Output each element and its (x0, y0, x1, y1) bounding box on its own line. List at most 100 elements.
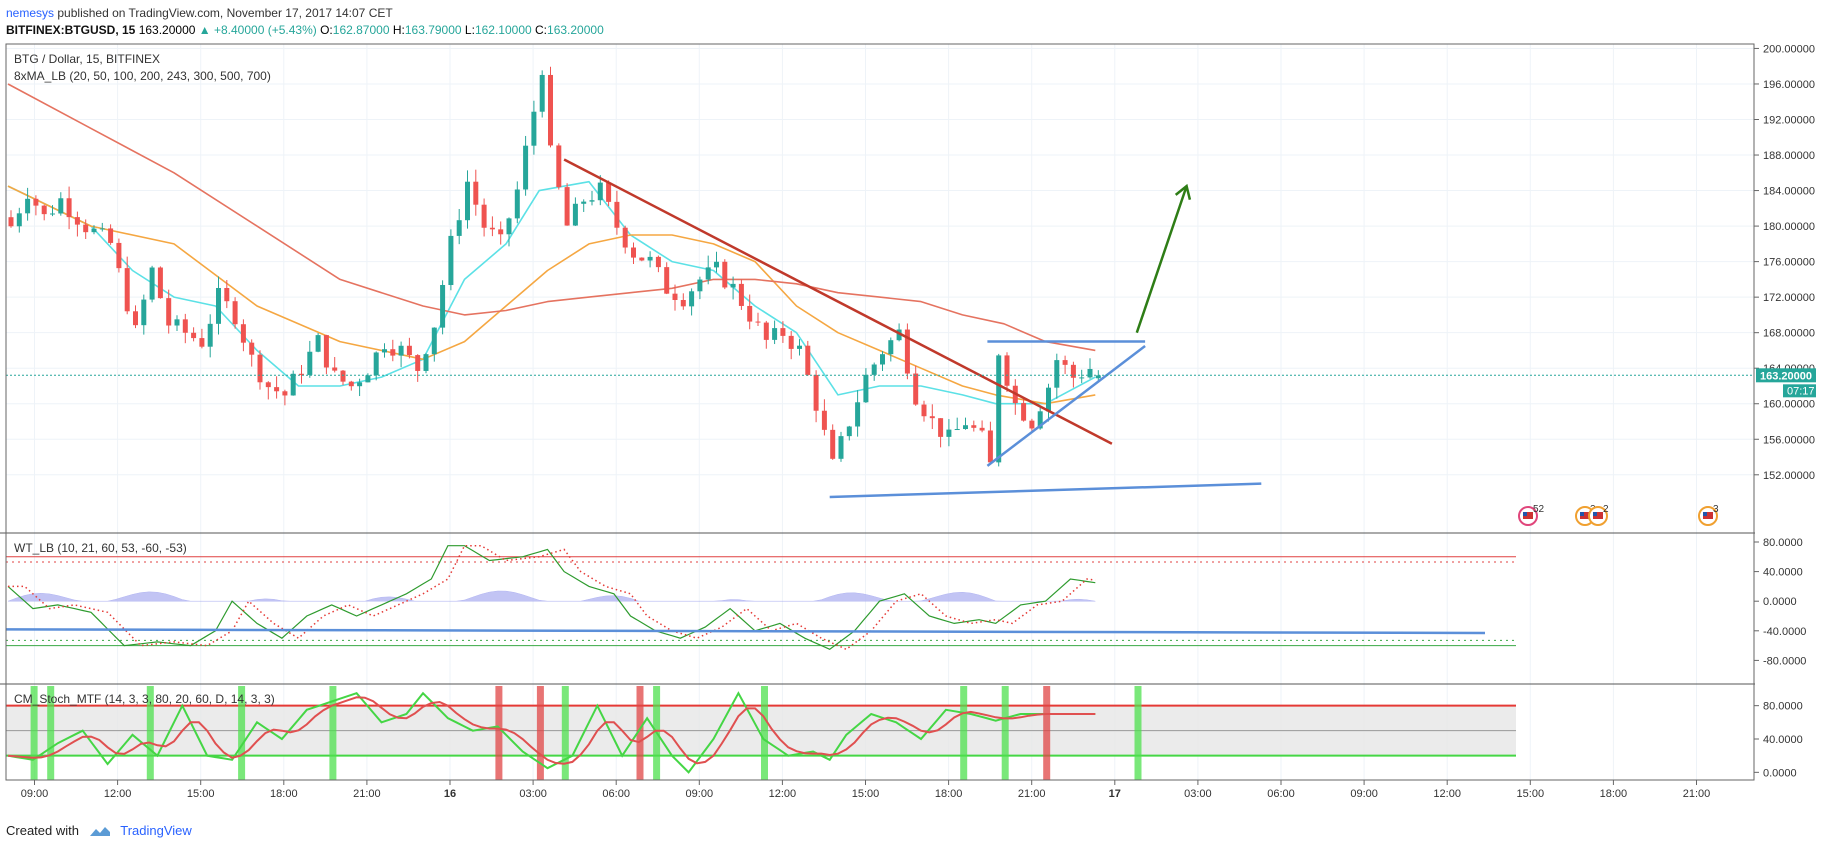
author-link[interactable]: nemesys (6, 6, 55, 20)
price-tick-label: 196.00000 (1763, 79, 1815, 91)
candle-body (606, 182, 612, 202)
trendline[interactable] (1135, 185, 1188, 334)
candle-body (830, 429, 836, 459)
candle-body (747, 305, 753, 322)
time-tick-label: 09:00 (686, 788, 714, 800)
moving-average-line (7, 180, 1096, 405)
candle-body (66, 198, 72, 218)
time-axis[interactable]: 09:00 12:00 15:00 18:00 21:00 16 03:00 06:00 09:… (21, 780, 1711, 800)
footer: Created with TradingView (6, 823, 192, 838)
candle-body (489, 227, 495, 230)
low-label: L: (464, 23, 475, 37)
candle-body (365, 375, 371, 383)
trendline[interactable] (986, 345, 1146, 467)
candle-body (888, 340, 894, 355)
price-tick-label: 188.00000 (1763, 150, 1815, 162)
candle-body (257, 354, 263, 383)
candle-body (224, 287, 230, 302)
symbol-name: BITFINEX:BTGUSD, 15 (6, 23, 136, 37)
candle-body (315, 335, 321, 352)
candle-body (274, 387, 280, 392)
stoch-signal-bar (536, 686, 544, 780)
candle-body (1087, 368, 1093, 378)
candle-body (1004, 355, 1010, 386)
high-label: H: (392, 23, 405, 37)
candle-body (821, 410, 827, 430)
price-axis[interactable]: 152.00000156.00000160.00000164.00000168.… (1754, 43, 1815, 482)
candle-body (846, 426, 852, 437)
stoch-d-line (7, 696, 1096, 765)
candle-body (979, 427, 985, 431)
moving-average-line (7, 83, 1096, 352)
candle-body (58, 198, 64, 214)
time-tick-label: 09:00 (1350, 788, 1378, 800)
candle-body (987, 430, 993, 463)
stoch-signal-bar (329, 686, 337, 780)
candle-body (406, 345, 412, 356)
time-tick-label: 06:00 (602, 788, 630, 800)
event-count-label: 2 (1603, 504, 1609, 515)
moving-average-line (7, 185, 1096, 405)
candle-body (514, 189, 520, 219)
trendline[interactable] (563, 158, 1113, 445)
plot-frame (5, 43, 1755, 781)
wt-trendline[interactable] (5, 628, 1486, 635)
candle-body (91, 228, 97, 233)
price-tag (1756, 368, 1816, 383)
price-tick-label: 200.00000 (1763, 43, 1815, 55)
stoch-axis[interactable]: 80.0000 40.0000 0.0000 (1754, 701, 1803, 780)
candle-body (33, 198, 39, 206)
candle-body (149, 267, 155, 300)
candle-body (141, 299, 147, 326)
stoch-k-line (7, 691, 1096, 774)
time-tick-label: 21:00 (1018, 788, 1046, 800)
candle-body (207, 323, 213, 347)
trend-drawings[interactable] (563, 158, 1262, 499)
candle-body (240, 324, 246, 343)
candle-body (108, 228, 114, 243)
open-value: 162.87000 (332, 23, 390, 37)
candle-body (531, 111, 537, 146)
candle-body (680, 299, 686, 307)
stoch-signal-bar (561, 686, 569, 780)
candle-body (83, 224, 89, 233)
time-tick-label: 12:00 (1433, 788, 1461, 800)
us-flag-icon (1580, 512, 1590, 519)
candle-body (373, 352, 379, 376)
candle-body (971, 425, 977, 428)
candle-body (539, 74, 545, 112)
candle-body (797, 345, 802, 349)
candle-body (382, 349, 387, 353)
trendline[interactable] (829, 482, 1262, 499)
symbol-info-line: BITFINEX:BTGUSD, 15 163.20000 ▲ +8.40000… (6, 23, 604, 37)
stoch-signal-bar (146, 686, 154, 780)
candle-body (323, 335, 329, 368)
chart-canvas[interactable]: 52223 152.00000156.00000160.00000164.000… (0, 40, 1824, 820)
time-tick-label: 15:00 (852, 788, 880, 800)
event-count-label: 52 (1533, 504, 1545, 515)
stoch-signal-bar (636, 686, 644, 780)
stoch-signal-bar (1001, 686, 1009, 780)
candle-body (415, 355, 421, 371)
time-tick-label: 12:00 (769, 788, 797, 800)
candle-body (672, 293, 678, 300)
event-badges[interactable]: 52223 (1518, 504, 1719, 526)
candle-body (506, 218, 512, 235)
candle-body (631, 247, 636, 258)
stoch-signal-bar (1043, 686, 1051, 780)
candle-body (290, 373, 296, 396)
arrow-head[interactable] (1174, 183, 1192, 201)
candle-body (116, 242, 122, 269)
close-value: 163.20000 (547, 23, 604, 37)
candle-body (99, 228, 105, 230)
candle-body (647, 256, 653, 261)
price-tick-label: 160.00000 (1763, 399, 1815, 411)
tradingview-link[interactable]: TradingView (120, 823, 192, 838)
stoch-signal-bar (238, 686, 246, 780)
time-tick-label: 15:00 (187, 788, 215, 800)
candle-body (448, 235, 454, 286)
wt-axis[interactable]: 80.0000 40.0000 0.0000 -40.0000 -80.0000 (1754, 537, 1806, 667)
stoch-signal-bar (30, 686, 38, 780)
time-tick-label: 16 (444, 788, 456, 800)
candle-body (597, 182, 603, 201)
